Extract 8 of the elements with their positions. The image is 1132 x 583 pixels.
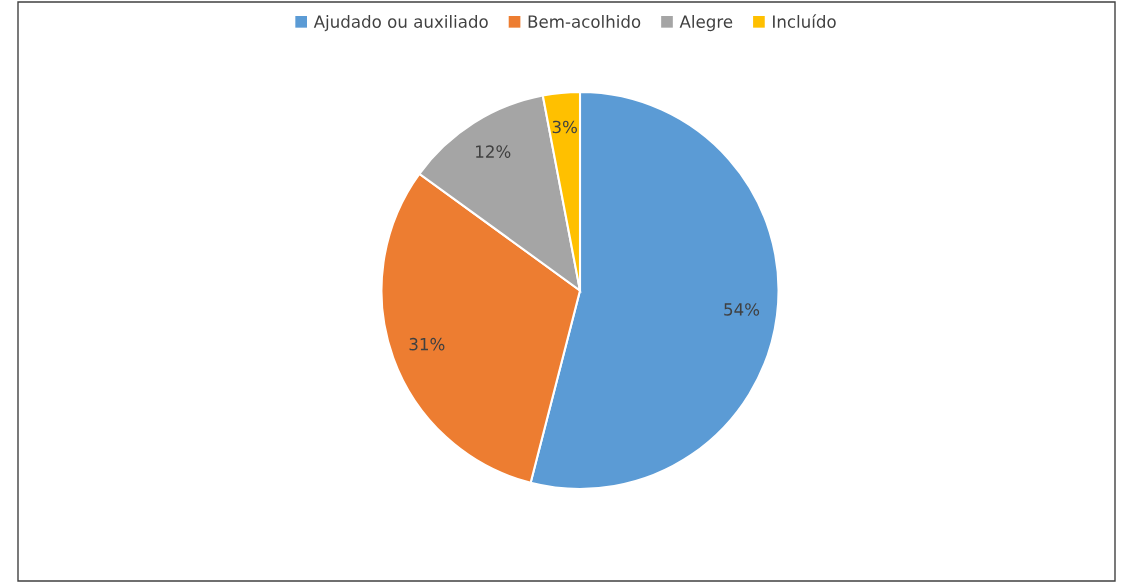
data-label: 12% [476,145,511,158]
legend-label: Incluído [773,14,836,28]
data-label: 3% [552,120,577,134]
data-label: 31% [409,337,445,351]
legend-label: Bem-acolhido [528,15,641,28]
data-label: 54% [724,303,760,316]
legend-label: Ajudado ou auxiliado [313,15,488,32]
legend-label: Alegre [679,15,733,32]
